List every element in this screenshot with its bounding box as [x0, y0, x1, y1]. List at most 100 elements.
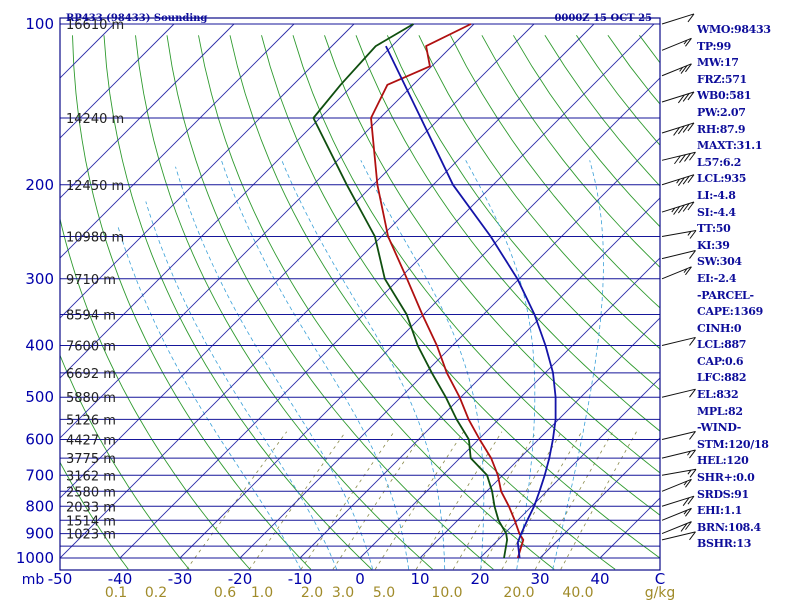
isotherm-line	[60, 23, 355, 319]
wind-barb-half	[683, 39, 688, 45]
wind-barb	[661, 201, 695, 215]
isotherm-line	[60, 23, 595, 559]
index-entry: MW:17	[697, 56, 739, 70]
index-entry: SHR+:0.0	[697, 471, 755, 485]
wind-barb	[661, 266, 692, 280]
wind-barb-flag	[677, 177, 685, 187]
wind-barb-half	[671, 207, 676, 213]
mixing-ratio-label: 0.2	[145, 585, 167, 600]
wind-barb	[661, 449, 696, 459]
mixing-ratio-label: 3.0	[332, 585, 354, 600]
dewpoint-profile	[312, 23, 509, 559]
dry-adiabat	[261, 35, 660, 559]
mixing-ratio-label: 40.0	[562, 585, 593, 600]
isotherm-line	[179, 77, 660, 559]
wind-barb-flag	[689, 230, 697, 239]
dry-adiabat	[386, 35, 660, 391]
wind-barb	[661, 91, 695, 104]
height-label: 14240 m	[66, 112, 124, 127]
wind-barb-flag	[685, 521, 692, 530]
temperature-label: 10	[410, 570, 429, 588]
wind-barb	[661, 531, 696, 541]
wind-barb-shaft	[661, 336, 696, 346]
dry-adiabat	[481, 35, 660, 268]
isotherm-line	[60, 23, 475, 439]
dry-adiabat	[166, 35, 494, 570]
mixing-ratio-line	[249, 431, 347, 570]
mixing-ratio-label: 20.0	[503, 585, 534, 600]
wind-barb-flag	[687, 122, 695, 132]
parcel-profile	[385, 45, 557, 559]
wind-barb-flag	[674, 155, 681, 165]
pressure-label: 300	[25, 270, 54, 288]
wind-barb-flag	[687, 201, 695, 211]
temperature-label: C	[655, 570, 665, 588]
wind-barb-flag	[673, 127, 680, 136]
mixing-ratio-label: 0.6	[214, 585, 236, 600]
index-entry: KI:39	[697, 238, 730, 252]
moist-adiabat	[175, 166, 374, 570]
mixing-ratio-line	[300, 431, 395, 570]
mixing-ratio-line	[452, 431, 537, 570]
wind-barb	[661, 13, 695, 25]
dry-adiabat	[60, 461, 129, 570]
wind-barb-flag	[687, 174, 695, 183]
wind-barb-shaft	[661, 388, 696, 398]
wind-barb	[661, 430, 696, 441]
isotherm-line	[479, 377, 660, 559]
index-entry: MAXT:31.1	[697, 139, 763, 153]
wind-barb-flag	[680, 523, 688, 532]
wind-barb	[661, 478, 692, 492]
temperature-label: -20	[228, 570, 253, 588]
moist-adiabat	[117, 226, 302, 570]
index-entry: PW:2.07	[697, 105, 746, 119]
wind-barb	[661, 521, 692, 535]
wind-barb-shaft	[661, 13, 695, 25]
mixing-ratio-label: 1.0	[251, 585, 273, 600]
moist-adiabat	[221, 160, 410, 570]
index-entry: -PARCEL-	[697, 288, 754, 302]
wind-barb	[661, 507, 692, 521]
wind-barb	[661, 388, 696, 398]
plot-frame	[59, 17, 661, 571]
pressure-unit-label: mb	[22, 572, 45, 588]
wind-barbs	[661, 13, 697, 541]
wind-barb-half	[679, 67, 684, 72]
temperature-profile	[370, 23, 525, 559]
isotherm-line	[60, 23, 175, 139]
dry-adiabat	[450, 35, 660, 309]
isotherm-line	[60, 23, 535, 499]
wind-barb-half	[683, 509, 688, 515]
pressure-label: 1000	[16, 549, 54, 567]
wind-barb-flag	[685, 508, 692, 517]
wind-barb-half	[687, 231, 692, 236]
wind-barb-shaft	[661, 531, 696, 541]
index-entry: EI:-2.4	[697, 271, 737, 285]
index-entry: CAP:0.6	[697, 354, 744, 368]
height-label: 5880 m	[66, 391, 116, 406]
pressure-label: 800	[25, 497, 54, 515]
wind-barb-flag	[689, 388, 696, 398]
wind-barb	[661, 250, 696, 260]
index-entry: CAPE:1369	[697, 305, 763, 319]
dry-adiabat	[198, 35, 555, 570]
plot-border	[59, 17, 661, 571]
pressure-label: 500	[25, 388, 54, 406]
wind-barb	[661, 336, 696, 346]
index-entry: LCL:935	[697, 172, 747, 186]
mixing-ratio-label: 5.0	[373, 585, 395, 600]
isotherm-line	[539, 437, 660, 559]
temperature-label: -50	[48, 570, 73, 588]
isotherm-line	[119, 23, 655, 559]
mixing-ratio-line	[374, 431, 464, 570]
moist-adiabat	[465, 160, 536, 570]
dry-adiabat	[324, 35, 660, 474]
temperature-label: 40	[590, 570, 609, 588]
wind-barb	[661, 122, 695, 136]
wind-barb-flag	[689, 337, 696, 346]
mixing-ratio-line	[186, 431, 288, 570]
wind-barb-flag	[682, 124, 690, 133]
moist-adiabat	[552, 160, 604, 570]
wind-barb-flag	[677, 94, 685, 104]
pressure-label: 400	[25, 337, 54, 355]
